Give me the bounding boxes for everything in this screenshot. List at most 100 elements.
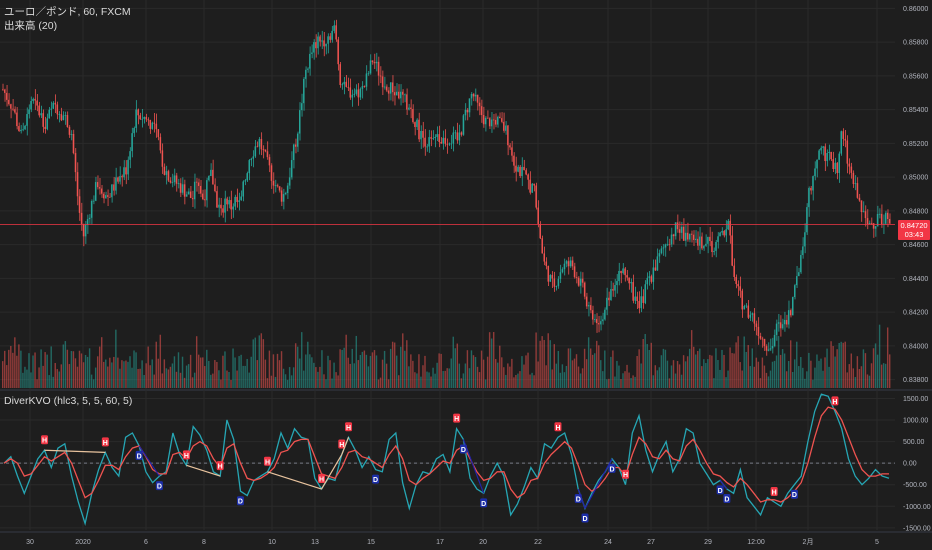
volume-bar — [288, 367, 291, 388]
candle-body — [579, 278, 582, 286]
candle-body — [321, 40, 323, 42]
volume-bar — [567, 348, 570, 388]
candle-body — [670, 234, 673, 245]
candle-body — [78, 196, 81, 213]
candle-body — [161, 150, 164, 167]
volume-bar — [246, 358, 248, 388]
volume-bar — [719, 369, 721, 388]
candle-body — [214, 184, 216, 192]
volume-bar — [826, 348, 828, 388]
x-tick-label: 22 — [534, 539, 542, 546]
volume-bar — [497, 362, 499, 388]
candle-body — [230, 200, 232, 210]
candle-body — [416, 119, 418, 127]
candle-body — [70, 133, 73, 135]
volume-bar — [200, 357, 202, 388]
volume-bar — [210, 374, 212, 388]
candle-body — [323, 40, 325, 47]
candle-body — [868, 222, 871, 224]
volume-bar — [684, 361, 687, 388]
candle-body — [256, 146, 259, 148]
candle-body — [147, 119, 149, 121]
candle-body — [389, 82, 392, 94]
candle-body — [361, 86, 364, 89]
kvo-line — [3, 393, 890, 527]
volume-bar — [143, 374, 145, 388]
volume-bar — [559, 372, 562, 388]
candle-body — [250, 158, 253, 161]
candle-body — [92, 200, 95, 202]
volume-bar — [369, 355, 372, 388]
volume-bar — [299, 358, 301, 388]
candle-body — [246, 173, 248, 181]
volume-bar — [460, 378, 463, 388]
candle-body — [141, 118, 143, 120]
volume-bar — [428, 372, 430, 388]
volume-bar — [294, 343, 297, 388]
candle-body — [874, 226, 877, 229]
candle-body — [494, 119, 497, 125]
candle-body — [646, 277, 649, 285]
volume-bar — [618, 365, 620, 388]
volume-bar — [155, 341, 157, 388]
volume-bar — [197, 354, 200, 388]
candle-body — [808, 188, 810, 208]
volume-bar — [44, 352, 46, 388]
volume-bar — [113, 356, 115, 388]
candle-body — [14, 109, 16, 113]
candle-body — [169, 180, 172, 183]
volume-bar — [367, 366, 370, 388]
volume-bar — [28, 353, 30, 388]
candle-body — [88, 217, 91, 220]
candle-body — [739, 286, 741, 291]
candle-body — [313, 42, 315, 53]
candle-body — [474, 94, 477, 97]
volume-bar — [10, 345, 12, 388]
candle-body — [721, 230, 723, 233]
divergence-marker-label: D — [724, 497, 729, 504]
candle-body — [484, 117, 487, 125]
volume-bar — [854, 377, 857, 388]
volume-bar — [339, 349, 341, 388]
volume-bar — [260, 333, 263, 388]
volume-bar — [319, 366, 321, 388]
volume-bar — [151, 359, 153, 388]
volume-bar — [74, 358, 77, 388]
candle-body — [333, 25, 335, 31]
candle-body — [804, 232, 806, 247]
candle-body — [545, 261, 548, 266]
candle-body — [315, 42, 317, 49]
candle-body — [254, 146, 257, 157]
volume-bar — [759, 378, 762, 388]
candle-body — [565, 261, 568, 264]
volume-bar — [814, 367, 816, 388]
candle-body — [355, 89, 358, 94]
candle-body — [238, 200, 240, 202]
candle-body — [359, 88, 362, 98]
candle-body — [596, 319, 598, 324]
volume-bar — [127, 361, 129, 388]
volume-bar — [454, 348, 457, 388]
candle-body — [628, 277, 630, 284]
volume-bar — [888, 354, 891, 388]
candle-body — [189, 191, 192, 198]
volume-bar — [824, 357, 826, 388]
volume-bar — [688, 348, 691, 388]
candle-body — [66, 115, 69, 128]
volume-bar — [268, 350, 271, 388]
candle-body — [179, 183, 182, 193]
divergence-marker-h — [554, 422, 562, 432]
candle-body — [202, 193, 204, 200]
volume-bar — [600, 360, 602, 388]
candle-body — [393, 92, 396, 96]
candle-body — [814, 168, 816, 177]
volume-bar — [581, 368, 584, 388]
volume-bar — [121, 360, 123, 388]
volume-bar — [608, 378, 610, 388]
volume-bar — [652, 375, 655, 388]
volume-bar — [387, 379, 390, 388]
volume-bar — [810, 360, 812, 388]
volume-bar — [531, 372, 533, 388]
candle-body — [820, 147, 822, 151]
